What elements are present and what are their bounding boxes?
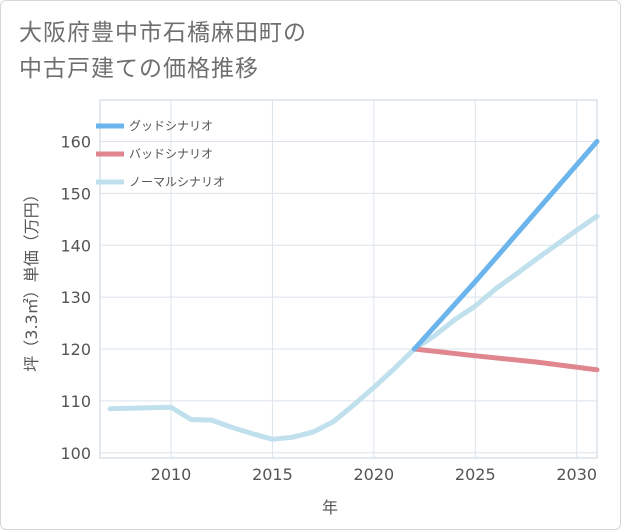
plot-area <box>99 99 598 459</box>
legend-label-good-scenario: グッドシナリオ <box>129 119 213 133</box>
y-tick-label-160: 160 <box>60 133 91 152</box>
legend-label-normal-scenario: ノーマルシナリオ <box>129 175 225 189</box>
y-axis-title: 坪（3.3㎡）単価（万円） <box>22 186 41 371</box>
x-axis-title: 年 <box>322 498 338 517</box>
series-line-bad-scenario <box>411 346 600 373</box>
x-tick-label-2020: 2020 <box>353 465 394 484</box>
series-line-normal-scenario <box>107 213 600 442</box>
series-line-good-scenario <box>411 139 600 352</box>
y-tick-label-140: 140 <box>60 236 91 255</box>
legend-label-bad-scenario: バッドシナリオ <box>129 147 213 161</box>
x-tick-label-2015: 2015 <box>252 465 293 484</box>
y-tick-label-120: 120 <box>60 340 91 359</box>
x-tick-label-2010: 2010 <box>151 465 192 484</box>
x-tick-label-2030: 2030 <box>556 465 597 484</box>
y-tick-label-150: 150 <box>60 184 91 203</box>
y-tick-label-110: 110 <box>60 392 91 411</box>
y-axis-ticks: 100 110 120 130 140 150 160 <box>60 133 91 463</box>
x-tick-label-2025: 2025 <box>455 465 496 484</box>
y-tick-label-100: 100 <box>60 444 91 463</box>
series-lines <box>107 139 600 442</box>
chart-title-line-2: 中古戸建ての価格推移 <box>19 56 259 82</box>
x-axis-ticks: 2010 2015 2020 2025 2030 <box>151 465 597 484</box>
y-tick-label-130: 130 <box>60 288 91 307</box>
grid <box>100 100 597 458</box>
chart-title-line-1: 大阪府豊中市石橋麻田町の <box>19 20 307 46</box>
chart-title: 大阪府豊中市石橋麻田町の 中古戸建ての価格推移 <box>19 15 307 87</box>
